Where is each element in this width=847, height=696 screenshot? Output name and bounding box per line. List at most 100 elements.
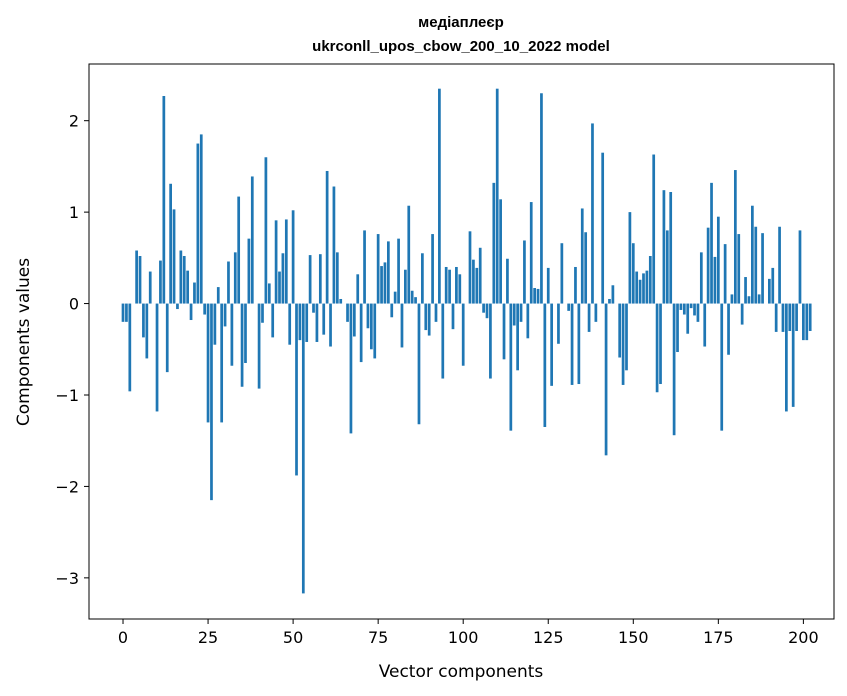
bar-177 <box>723 244 727 304</box>
bar-128 <box>557 303 560 344</box>
bar-162 <box>672 303 676 436</box>
bar-26 <box>210 303 213 501</box>
bar-21 <box>193 282 196 304</box>
bar-34 <box>237 196 241 304</box>
bar-1 <box>125 303 128 322</box>
bar-200 <box>802 303 805 341</box>
bar-37 <box>247 238 251 304</box>
bar-142 <box>604 303 608 456</box>
bar-31 <box>227 261 230 304</box>
bar-60 <box>325 170 329 304</box>
bar-143 <box>608 298 611 304</box>
bar-98 <box>455 266 458 304</box>
bar-144 <box>611 285 615 304</box>
bar-201 <box>805 303 809 341</box>
bar-106 <box>482 303 485 313</box>
bar-159 <box>662 190 666 304</box>
bar-122 <box>536 288 540 304</box>
bar-64 <box>339 298 343 304</box>
bar-118 <box>523 240 526 304</box>
bar-59 <box>322 303 326 335</box>
bar-194 <box>781 303 785 332</box>
bar-97 <box>451 303 455 330</box>
bar-63 <box>335 252 339 304</box>
bar-10 <box>155 303 159 412</box>
bar-38 <box>250 176 254 304</box>
x-tick-label: 50 <box>283 628 303 647</box>
bar-202 <box>808 303 812 331</box>
bar-45 <box>274 220 278 304</box>
bar-69 <box>356 274 360 304</box>
bar-149 <box>628 212 632 304</box>
bar-141 <box>601 152 605 304</box>
bar-119 <box>526 303 530 339</box>
bar-20 <box>189 303 193 321</box>
bar-5 <box>138 256 142 304</box>
bar-56 <box>312 303 315 313</box>
bar-160 <box>665 230 669 304</box>
bar-199 <box>798 230 802 304</box>
bar-151 <box>635 271 639 304</box>
bar-170 <box>699 252 703 304</box>
bar-57 <box>315 303 319 342</box>
bar-183 <box>744 277 747 304</box>
bar-109 <box>492 182 496 304</box>
bar-161 <box>669 192 673 304</box>
bar-30 <box>223 303 227 327</box>
bar-90 <box>427 303 431 336</box>
bar-7 <box>145 303 149 359</box>
bar-148 <box>625 303 628 371</box>
bar-123 <box>540 93 543 304</box>
bar-23 <box>199 134 203 304</box>
bar-80 <box>393 291 397 304</box>
bar-2 <box>128 303 132 392</box>
bar-66 <box>346 303 349 322</box>
x-axis-label: Vector components <box>379 662 544 682</box>
y-tick-label: −1 <box>55 386 79 405</box>
bar-27 <box>213 303 217 345</box>
chart-title-line-2: ukrconll_upos_cbow_200_10_2022 model <box>312 38 610 55</box>
bar-54 <box>305 303 309 342</box>
bar-13 <box>165 303 169 373</box>
bar-137 <box>587 303 591 332</box>
bar-89 <box>424 303 428 331</box>
bar-8 <box>148 271 152 304</box>
bar-158 <box>659 303 662 385</box>
bar-41 <box>261 303 264 323</box>
bar-196 <box>788 303 792 331</box>
x-axis-ticks: 0 25 50 75 100 125 150 175 200 <box>118 619 819 647</box>
x-tick-label: 0 <box>118 628 128 647</box>
bar-198 <box>795 303 798 331</box>
y-tick-label: −3 <box>55 569 79 588</box>
bar-95 <box>444 266 448 304</box>
bar-179 <box>730 294 734 304</box>
bar-102 <box>468 231 472 304</box>
bar-114 <box>509 303 513 431</box>
bar-166 <box>686 303 690 334</box>
bar-121 <box>533 288 536 304</box>
plot-frame <box>88 63 835 620</box>
bar-67 <box>349 303 353 434</box>
bar-191 <box>771 267 775 304</box>
bar-46 <box>278 271 281 304</box>
bar-68 <box>352 303 356 337</box>
bar-12 <box>162 96 166 304</box>
bar-22 <box>196 143 200 304</box>
bar-135 <box>580 208 584 304</box>
bar-29 <box>220 303 224 423</box>
bar-157 <box>655 303 659 393</box>
bar-78 <box>387 241 390 304</box>
bar-150 <box>631 243 635 304</box>
bar-49 <box>288 303 292 345</box>
bar-53 <box>301 303 305 594</box>
bar-184 <box>747 296 751 304</box>
bar-167 <box>689 303 693 309</box>
bar-44 <box>271 303 275 338</box>
y-axis-label: Components values <box>14 258 34 426</box>
bar-134 <box>577 303 581 385</box>
bar-81 <box>397 238 400 304</box>
bar-62 <box>332 186 336 304</box>
bar-32 <box>230 303 234 366</box>
y-tick-label: 0 <box>69 295 79 314</box>
bar-116 <box>516 303 519 371</box>
